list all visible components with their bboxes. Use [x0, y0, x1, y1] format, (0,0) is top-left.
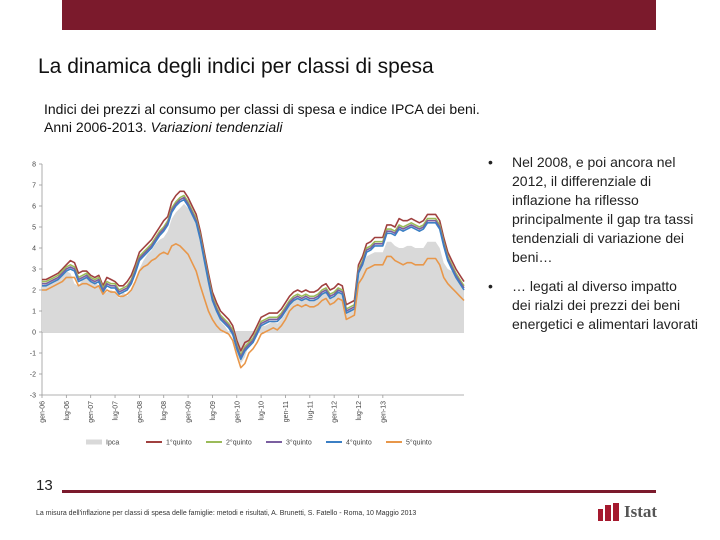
y-axis-ticks: 8 7 6 5 4 3 2 1 0 -1 -2 -3	[30, 162, 42, 400]
series-line-3	[42, 196, 465, 358]
x-tick-label: lug-11	[307, 401, 314, 420]
legend-label: 5°quinto	[406, 439, 432, 447]
legend-label: 2°quinto	[226, 439, 252, 447]
y-tick-label: 2	[32, 288, 36, 295]
y-tick-label: 1	[32, 309, 36, 316]
subtitle-years: Anni 2006-2013.	[44, 119, 151, 135]
y-tick-label: -3	[30, 393, 36, 400]
bullet-item-2: • … legati al diverso impatto dei rialzi…	[488, 277, 698, 334]
bullet-text: Nel 2008, e poi ancora nel 2012, il diff…	[512, 154, 694, 265]
x-tick-label: gen-06	[40, 401, 47, 423]
bottom-accent-line	[62, 490, 656, 493]
slide-title: La dinamica degli indici per classi di s…	[38, 55, 434, 78]
footer-text: La misura dell'inflazione per classi di …	[36, 510, 417, 517]
y-tick-label: 6	[32, 204, 36, 211]
subtitle-italic: Variazioni tendenziali	[150, 119, 283, 135]
ipca-area-series	[42, 203, 464, 364]
x-tick-label: lug-10	[259, 401, 266, 421]
x-tick-label: gen-13	[380, 401, 387, 423]
chart-legend: Ipca 1°quinto 2°quinto 3°quinto 4°quinto 5°qu…	[86, 439, 432, 447]
x-tick-label: lug-12	[356, 401, 363, 421]
legend-label: Ipca	[106, 440, 119, 447]
subtitle-line-1: Indici dei prezzi al consumo per classi …	[44, 101, 480, 117]
y-tick-label: -1	[30, 351, 36, 358]
x-tick-label: lug-06	[64, 401, 71, 421]
series-line-5	[42, 243, 465, 369]
bullet-item-1: • Nel 2008, e poi ancora nel 2012, il di…	[488, 153, 698, 267]
series-line-4	[42, 198, 465, 361]
x-tick-label: gen-09	[186, 401, 193, 423]
slide-number: 13	[36, 477, 53, 494]
inflation-line-chart: 8 7 6 5 4 3 2 1 0 -1 -2 -3 gen-06 lug-06 gen-07 lug-07…	[30, 162, 465, 447]
x-tick-label: gen-08	[137, 401, 144, 423]
istat-logo-text: Istat	[624, 502, 658, 521]
bullet-list: • Nel 2008, e poi ancora nel 2012, il di…	[488, 153, 698, 344]
bullet-text: … legati al diverso impatto dei rialzi d…	[512, 278, 698, 332]
series-line-2	[42, 194, 465, 356]
y-tick-label: 0	[32, 330, 36, 337]
legend-label: 1°quinto	[166, 439, 192, 447]
x-tick-label: lug-09	[210, 401, 217, 421]
subtitle-line-2: Anni 2006-2013. Variazioni tendenziali	[44, 118, 480, 136]
y-tick-label: 7	[32, 183, 36, 190]
legend-label: 4°quinto	[346, 439, 372, 447]
istat-logo-icon	[598, 503, 620, 521]
series-line-1	[42, 190, 465, 352]
bullet-marker: •	[488, 154, 493, 170]
x-tick-label: lug-08	[161, 401, 168, 421]
istat-logo: Istat	[598, 502, 657, 522]
top-accent-bar	[62, 0, 656, 30]
x-tick-label: lug-07	[113, 401, 120, 421]
legend-label: 3°quinto	[286, 439, 312, 447]
x-tick-label: gen-12	[332, 401, 339, 423]
x-tick-label: gen-10	[234, 401, 241, 423]
x-tick-label: gen-11	[283, 401, 290, 422]
x-tick-label: gen-07	[88, 401, 95, 423]
y-tick-label: -2	[30, 372, 36, 379]
y-tick-label: 4	[32, 246, 36, 253]
y-tick-label: 5	[32, 225, 36, 232]
bullet-marker: •	[488, 278, 493, 294]
chart-subtitle: Indici dei prezzi al consumo per classi …	[44, 100, 480, 136]
x-axis-ticks: gen-06 lug-06 gen-07 lug-07 gen-08 lug-08 gen-…	[40, 395, 387, 423]
chart-lines	[42, 190, 465, 369]
y-tick-label: 3	[32, 267, 36, 274]
series-area-ipca	[42, 203, 464, 364]
y-tick-label: 8	[32, 162, 36, 169]
